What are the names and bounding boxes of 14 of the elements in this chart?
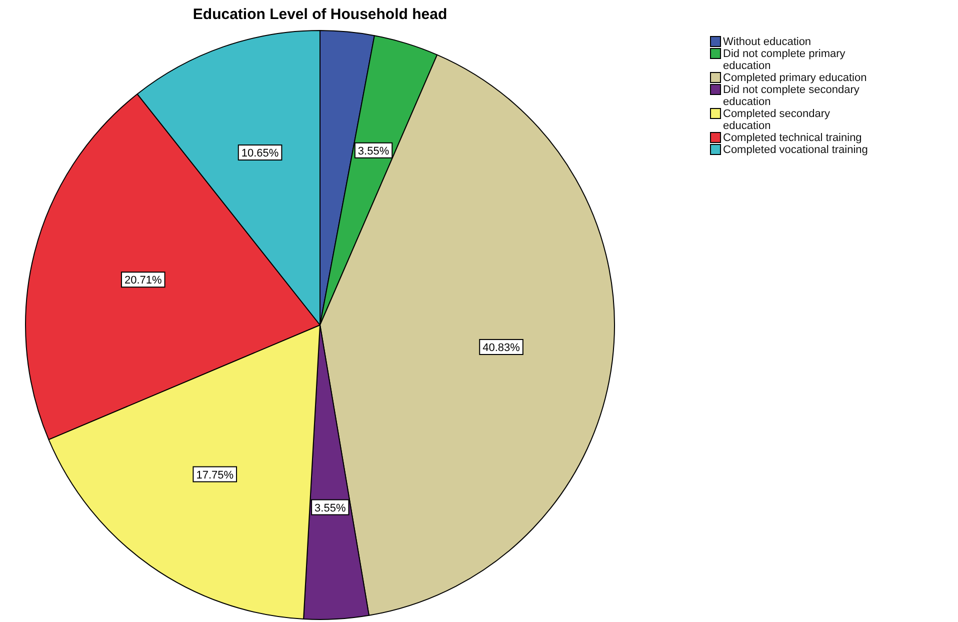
data-label: 3.55% (314, 502, 346, 514)
legend-label: Completed secondary education (723, 108, 832, 132)
legend-label: Completed vocational training (723, 144, 869, 156)
legend-label: Completed primary education (723, 72, 868, 84)
legend-label: Did not complete primary education (723, 48, 846, 72)
data-label: 40.83% (482, 342, 520, 354)
legend-label: Completed technical training (723, 132, 863, 144)
data-label: 20.71% (124, 274, 162, 287)
data-label: 10.65% (241, 148, 279, 160)
chart-title: Education Level of Household head (192, 6, 448, 24)
legend-label: Did not complete secondary education (723, 84, 860, 108)
data-label: 17.75% (196, 469, 234, 482)
legend-label: Without education (723, 36, 812, 48)
data-label: 3.55% (358, 145, 390, 158)
